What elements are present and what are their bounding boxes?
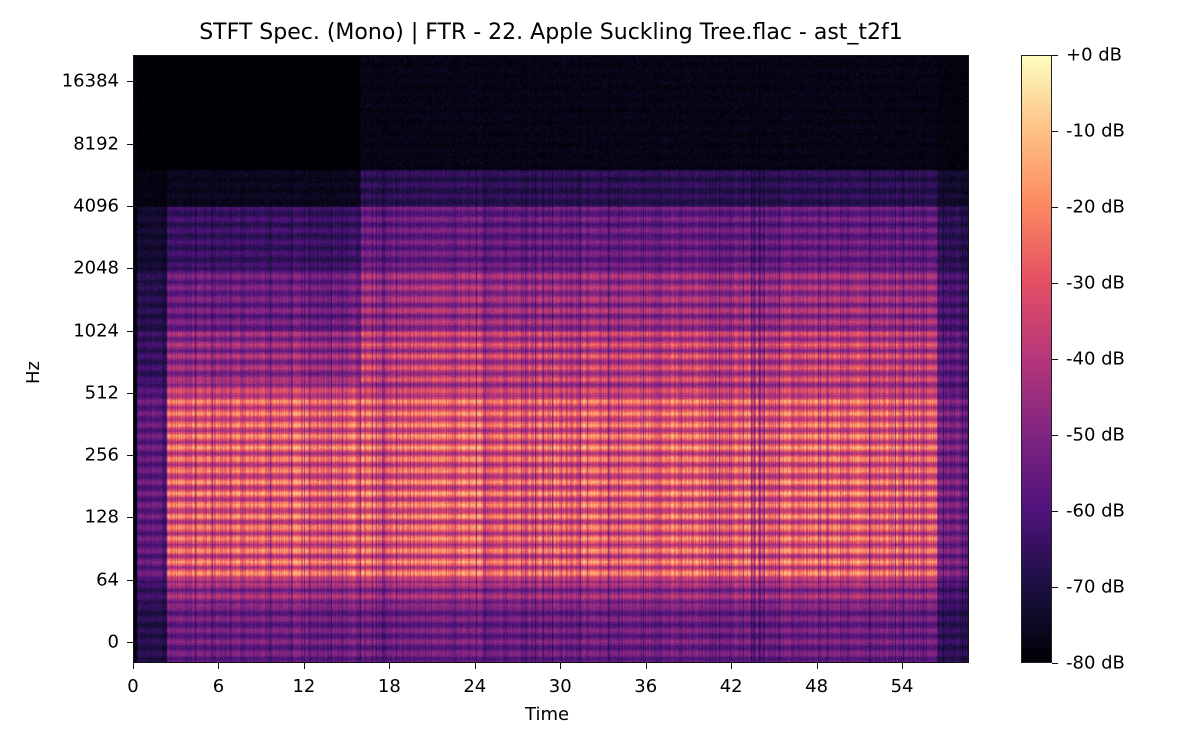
colorbar-tick-mark <box>1052 587 1058 588</box>
y-tick-label: 2048 <box>73 257 119 279</box>
colorbar-tick-mark <box>1052 55 1058 56</box>
y-tick-mark <box>127 268 133 270</box>
y-tick-mark <box>127 81 133 83</box>
y-tick-label: 256 <box>84 444 119 466</box>
colorbar-tick-label: -10 dB <box>1066 120 1125 142</box>
x-tick-label: 12 <box>292 676 316 697</box>
y-tick-label: 128 <box>84 506 119 528</box>
y-tick-label: 4096 <box>73 195 119 217</box>
x-tick-mark <box>389 663 391 669</box>
y-tick-label: 8192 <box>73 133 119 155</box>
y-tick-mark <box>127 642 133 643</box>
y-tick-mark <box>127 517 133 519</box>
x-tick-mark <box>902 663 904 669</box>
x-tick-label: 54 <box>890 676 914 697</box>
x-tick-label: 6 <box>212 676 225 697</box>
x-tick-label: 0 <box>127 676 139 697</box>
spectrogram-plot-area <box>133 55 969 663</box>
colorbar-tick-label: -70 dB <box>1066 576 1125 598</box>
colorbar <box>1021 55 1052 663</box>
x-tick-mark <box>474 663 476 669</box>
x-tick-label: 48 <box>805 676 829 697</box>
x-tick-mark <box>816 663 818 669</box>
x-tick-mark <box>560 663 562 669</box>
colorbar-tick-label: -30 dB <box>1066 272 1125 294</box>
colorbar-tick-label: -40 dB <box>1066 348 1125 370</box>
y-tick-mark <box>127 455 133 457</box>
y-tick-mark <box>127 143 133 145</box>
y-tick-mark <box>127 392 133 394</box>
y-tick-label: 16384 <box>61 70 119 92</box>
colorbar-tick-label: -60 dB <box>1066 500 1125 522</box>
colorbar-tick-mark <box>1052 663 1058 664</box>
x-tick-label: 30 <box>548 676 572 697</box>
colorbar-tick-label: +0 dB <box>1066 44 1123 66</box>
x-tick-mark <box>303 663 305 669</box>
y-tick-mark <box>127 579 133 581</box>
y-tick-label: 1024 <box>73 320 119 341</box>
x-tick-mark <box>218 663 220 669</box>
colorbar-tick-mark <box>1052 435 1058 436</box>
y-tick-label: 512 <box>84 382 119 404</box>
y-tick-mark <box>127 330 133 332</box>
x-tick-label: 42 <box>719 676 743 697</box>
colorbar-tick-mark <box>1052 131 1058 132</box>
colorbar-tick-label: -50 dB <box>1066 424 1125 446</box>
x-tick-mark <box>645 663 647 669</box>
x-tick-mark <box>731 663 733 669</box>
chart-title: STFT Spec. (Mono) | FTR - 22. Apple Suck… <box>199 20 903 45</box>
colorbar-tick-mark <box>1052 511 1058 512</box>
x-tick-label: 18 <box>377 676 401 697</box>
y-tick-label: 64 <box>96 569 119 591</box>
colorbar-tick-label: -20 dB <box>1066 196 1125 218</box>
x-axis-label: Time <box>525 704 570 725</box>
x-tick-label: 24 <box>463 676 487 697</box>
colorbar-tick-label: -80 dB <box>1066 652 1125 674</box>
colorbar-tick-mark <box>1052 359 1058 360</box>
y-tick-mark <box>127 205 133 207</box>
colorbar-tick-mark <box>1052 207 1058 208</box>
y-axis-label: Hz <box>22 361 44 384</box>
y-tick-label: 0 <box>107 631 119 653</box>
spectrogram-image <box>134 56 968 662</box>
x-tick-mark <box>133 663 134 669</box>
colorbar-tick-mark <box>1052 283 1058 284</box>
x-tick-label: 36 <box>634 676 658 697</box>
